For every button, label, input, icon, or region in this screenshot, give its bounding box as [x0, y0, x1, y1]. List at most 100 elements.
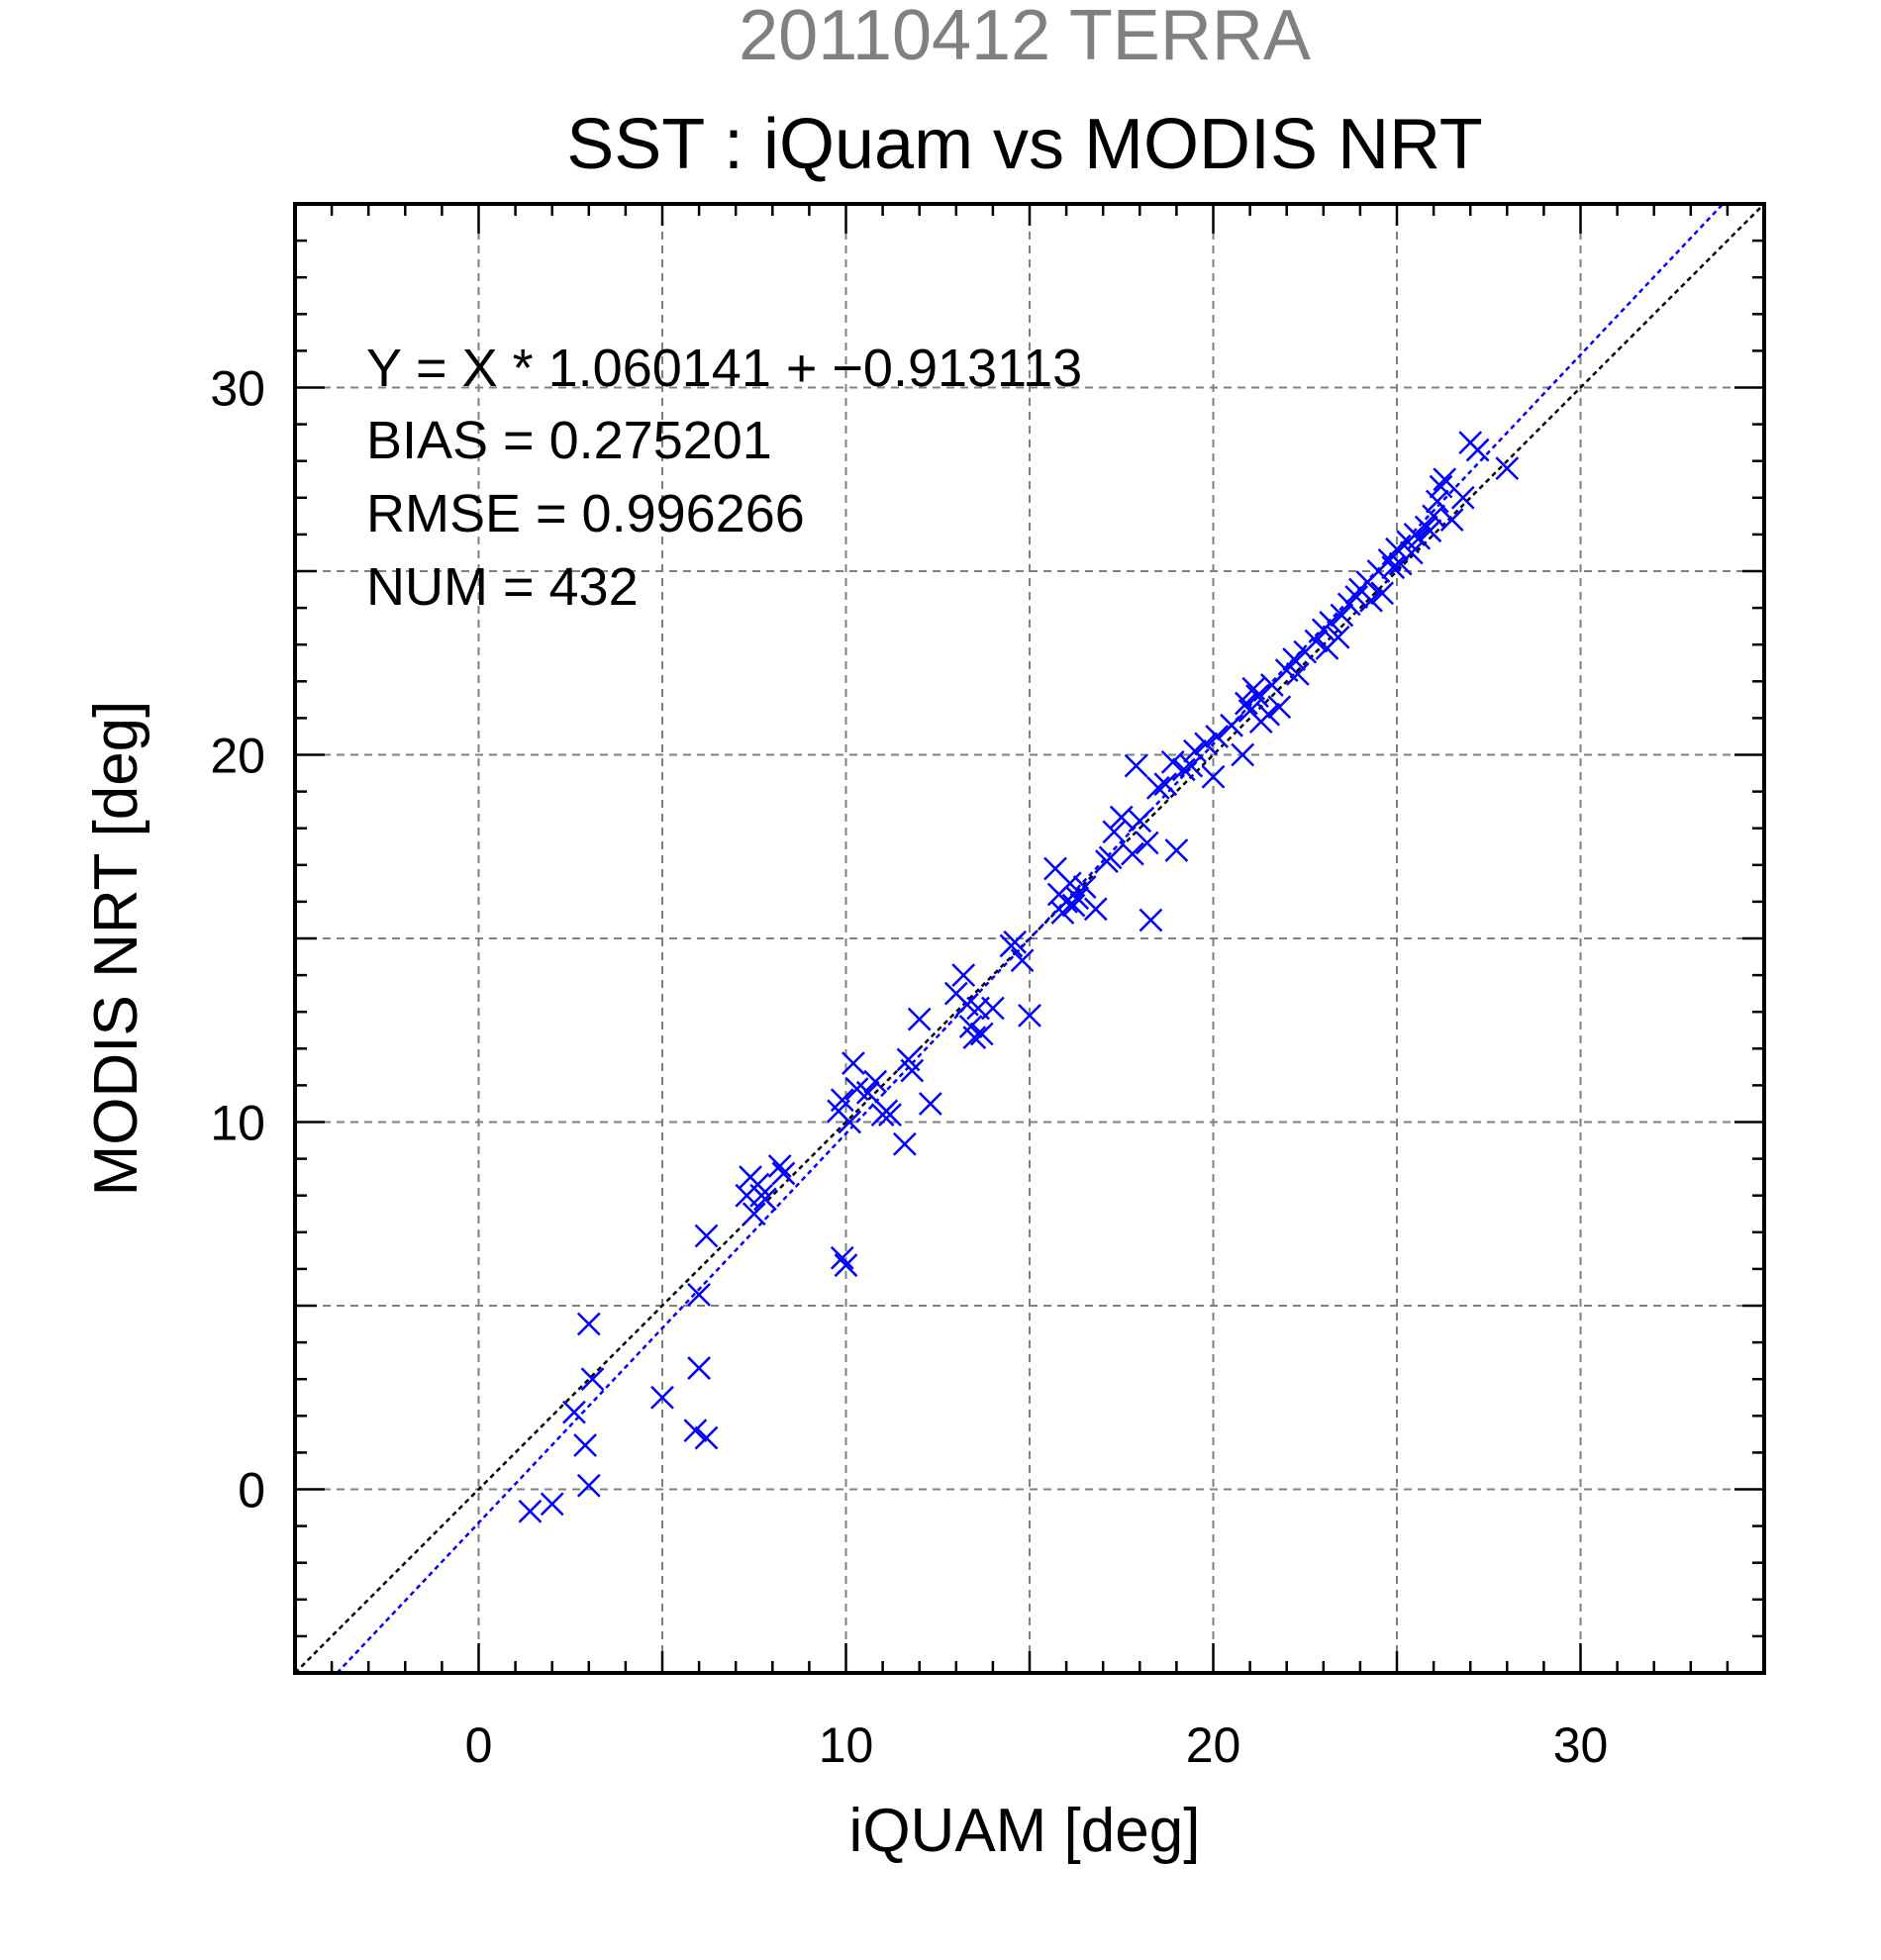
- data-point: [918, 1092, 942, 1116]
- data-point: [1205, 725, 1230, 748]
- data-point: [1359, 588, 1383, 613]
- data-point: [1098, 845, 1123, 870]
- data-point: [576, 1312, 601, 1336]
- regression-fit-line: [336, 203, 1725, 1674]
- data-point: [1153, 772, 1178, 797]
- x-axis-label: iQUAM [deg]: [849, 1797, 1201, 1865]
- data-point: [767, 1154, 792, 1178]
- data-point: [838, 1110, 862, 1134]
- scatter-points: [518, 431, 1520, 1523]
- data-point: [969, 1022, 994, 1046]
- data-point: [1422, 504, 1445, 529]
- x-tick-label: 0: [465, 1717, 493, 1773]
- data-point: [1083, 897, 1108, 922]
- one-to-one-line: [294, 203, 1765, 1674]
- stats-annotation: Y = X * 1.060141 + −0.913113 BIAS = 0.27…: [366, 339, 1082, 617]
- data-point: [1407, 526, 1432, 550]
- data-point: [863, 1069, 888, 1094]
- y-tick-label: 10: [210, 1096, 265, 1151]
- data-point: [1160, 750, 1185, 774]
- data-point: [1385, 537, 1409, 561]
- data-point: [771, 1161, 796, 1186]
- x-tick-label: 10: [819, 1717, 874, 1773]
- data-point: [1065, 886, 1090, 911]
- data-point: [878, 1103, 902, 1127]
- data-point: [1330, 603, 1354, 628]
- data-point: [1138, 908, 1163, 932]
- x-tick-label: 30: [1553, 1717, 1609, 1773]
- x-tick-labels: 0 10 20 30: [465, 1717, 1609, 1773]
- data-point: [1220, 713, 1243, 737]
- data-point: [1319, 611, 1343, 635]
- data-point: [842, 1051, 865, 1076]
- y-tick-label: 0: [238, 1463, 265, 1519]
- data-point: [900, 1058, 925, 1083]
- data-point: [1179, 753, 1204, 778]
- data-point: [1285, 661, 1310, 686]
- data-point: [1241, 676, 1266, 701]
- data-point: [951, 963, 976, 987]
- data-point: [1439, 508, 1464, 532]
- data-point: [518, 1499, 543, 1523]
- data-point: [1010, 948, 1035, 973]
- data-point: [1231, 742, 1255, 767]
- data-point: [1495, 456, 1520, 481]
- data-point: [1450, 485, 1475, 510]
- data-point: [1183, 738, 1207, 763]
- data-point: [694, 1425, 719, 1450]
- data-point: [1344, 585, 1369, 609]
- data-point: [892, 1131, 917, 1156]
- data-point: [1256, 702, 1281, 727]
- data-point: [1072, 875, 1097, 899]
- reference-lines: [294, 203, 1765, 1674]
- data-point: [1235, 691, 1258, 716]
- data-point: [1102, 820, 1127, 844]
- data-point: [1370, 581, 1395, 606]
- stats-rmse: RMSE = 0.996266: [366, 484, 805, 543]
- y-tick-labels: 0 10 20 30: [210, 361, 265, 1519]
- data-point: [1304, 629, 1329, 653]
- data-point: [962, 1026, 987, 1050]
- data-point: [1418, 519, 1442, 543]
- data-point: [981, 996, 1005, 1021]
- data-point: [752, 1187, 777, 1212]
- stats-num: NUM = 432: [366, 557, 639, 617]
- data-point: [1120, 841, 1144, 866]
- data-point: [830, 1245, 854, 1270]
- data-point: [1128, 809, 1152, 833]
- y-tick-label: 30: [210, 361, 265, 417]
- data-point: [1171, 757, 1196, 782]
- data-point: [694, 1224, 719, 1248]
- x-tick-label: 20: [1186, 1717, 1241, 1773]
- stats-bias: BIAS = 0.275201: [366, 411, 772, 470]
- data-point: [1429, 474, 1453, 499]
- data-point: [1425, 489, 1449, 514]
- data-point: [687, 1356, 711, 1380]
- stats-fit-equation: Y = X * 1.060141 + −0.913113: [366, 339, 1082, 398]
- data-point: [1145, 776, 1170, 800]
- data-point: [1326, 625, 1350, 649]
- data-point: [1399, 540, 1424, 565]
- data-point: [580, 1367, 605, 1392]
- data-point: [1267, 695, 1292, 720]
- data-point: [1164, 838, 1189, 862]
- chart-suptitle: 20110412 TERRA: [739, 0, 1311, 75]
- data-point: [573, 1433, 597, 1457]
- data-point: [562, 1400, 586, 1424]
- data-point: [1381, 555, 1406, 580]
- data-point: [1201, 764, 1226, 789]
- data-point: [576, 1473, 601, 1498]
- data-point: [540, 1492, 564, 1517]
- data-point: [1109, 805, 1134, 830]
- y-tick-label: 20: [210, 729, 265, 784]
- data-point: [1135, 831, 1159, 855]
- data-point: [1465, 438, 1490, 462]
- data-point: [1124, 753, 1148, 778]
- data-point: [907, 1007, 932, 1031]
- plot-frame: [293, 202, 1766, 1675]
- data-point: [650, 1385, 674, 1410]
- data-point: [1003, 930, 1028, 954]
- data-point: [830, 1088, 854, 1113]
